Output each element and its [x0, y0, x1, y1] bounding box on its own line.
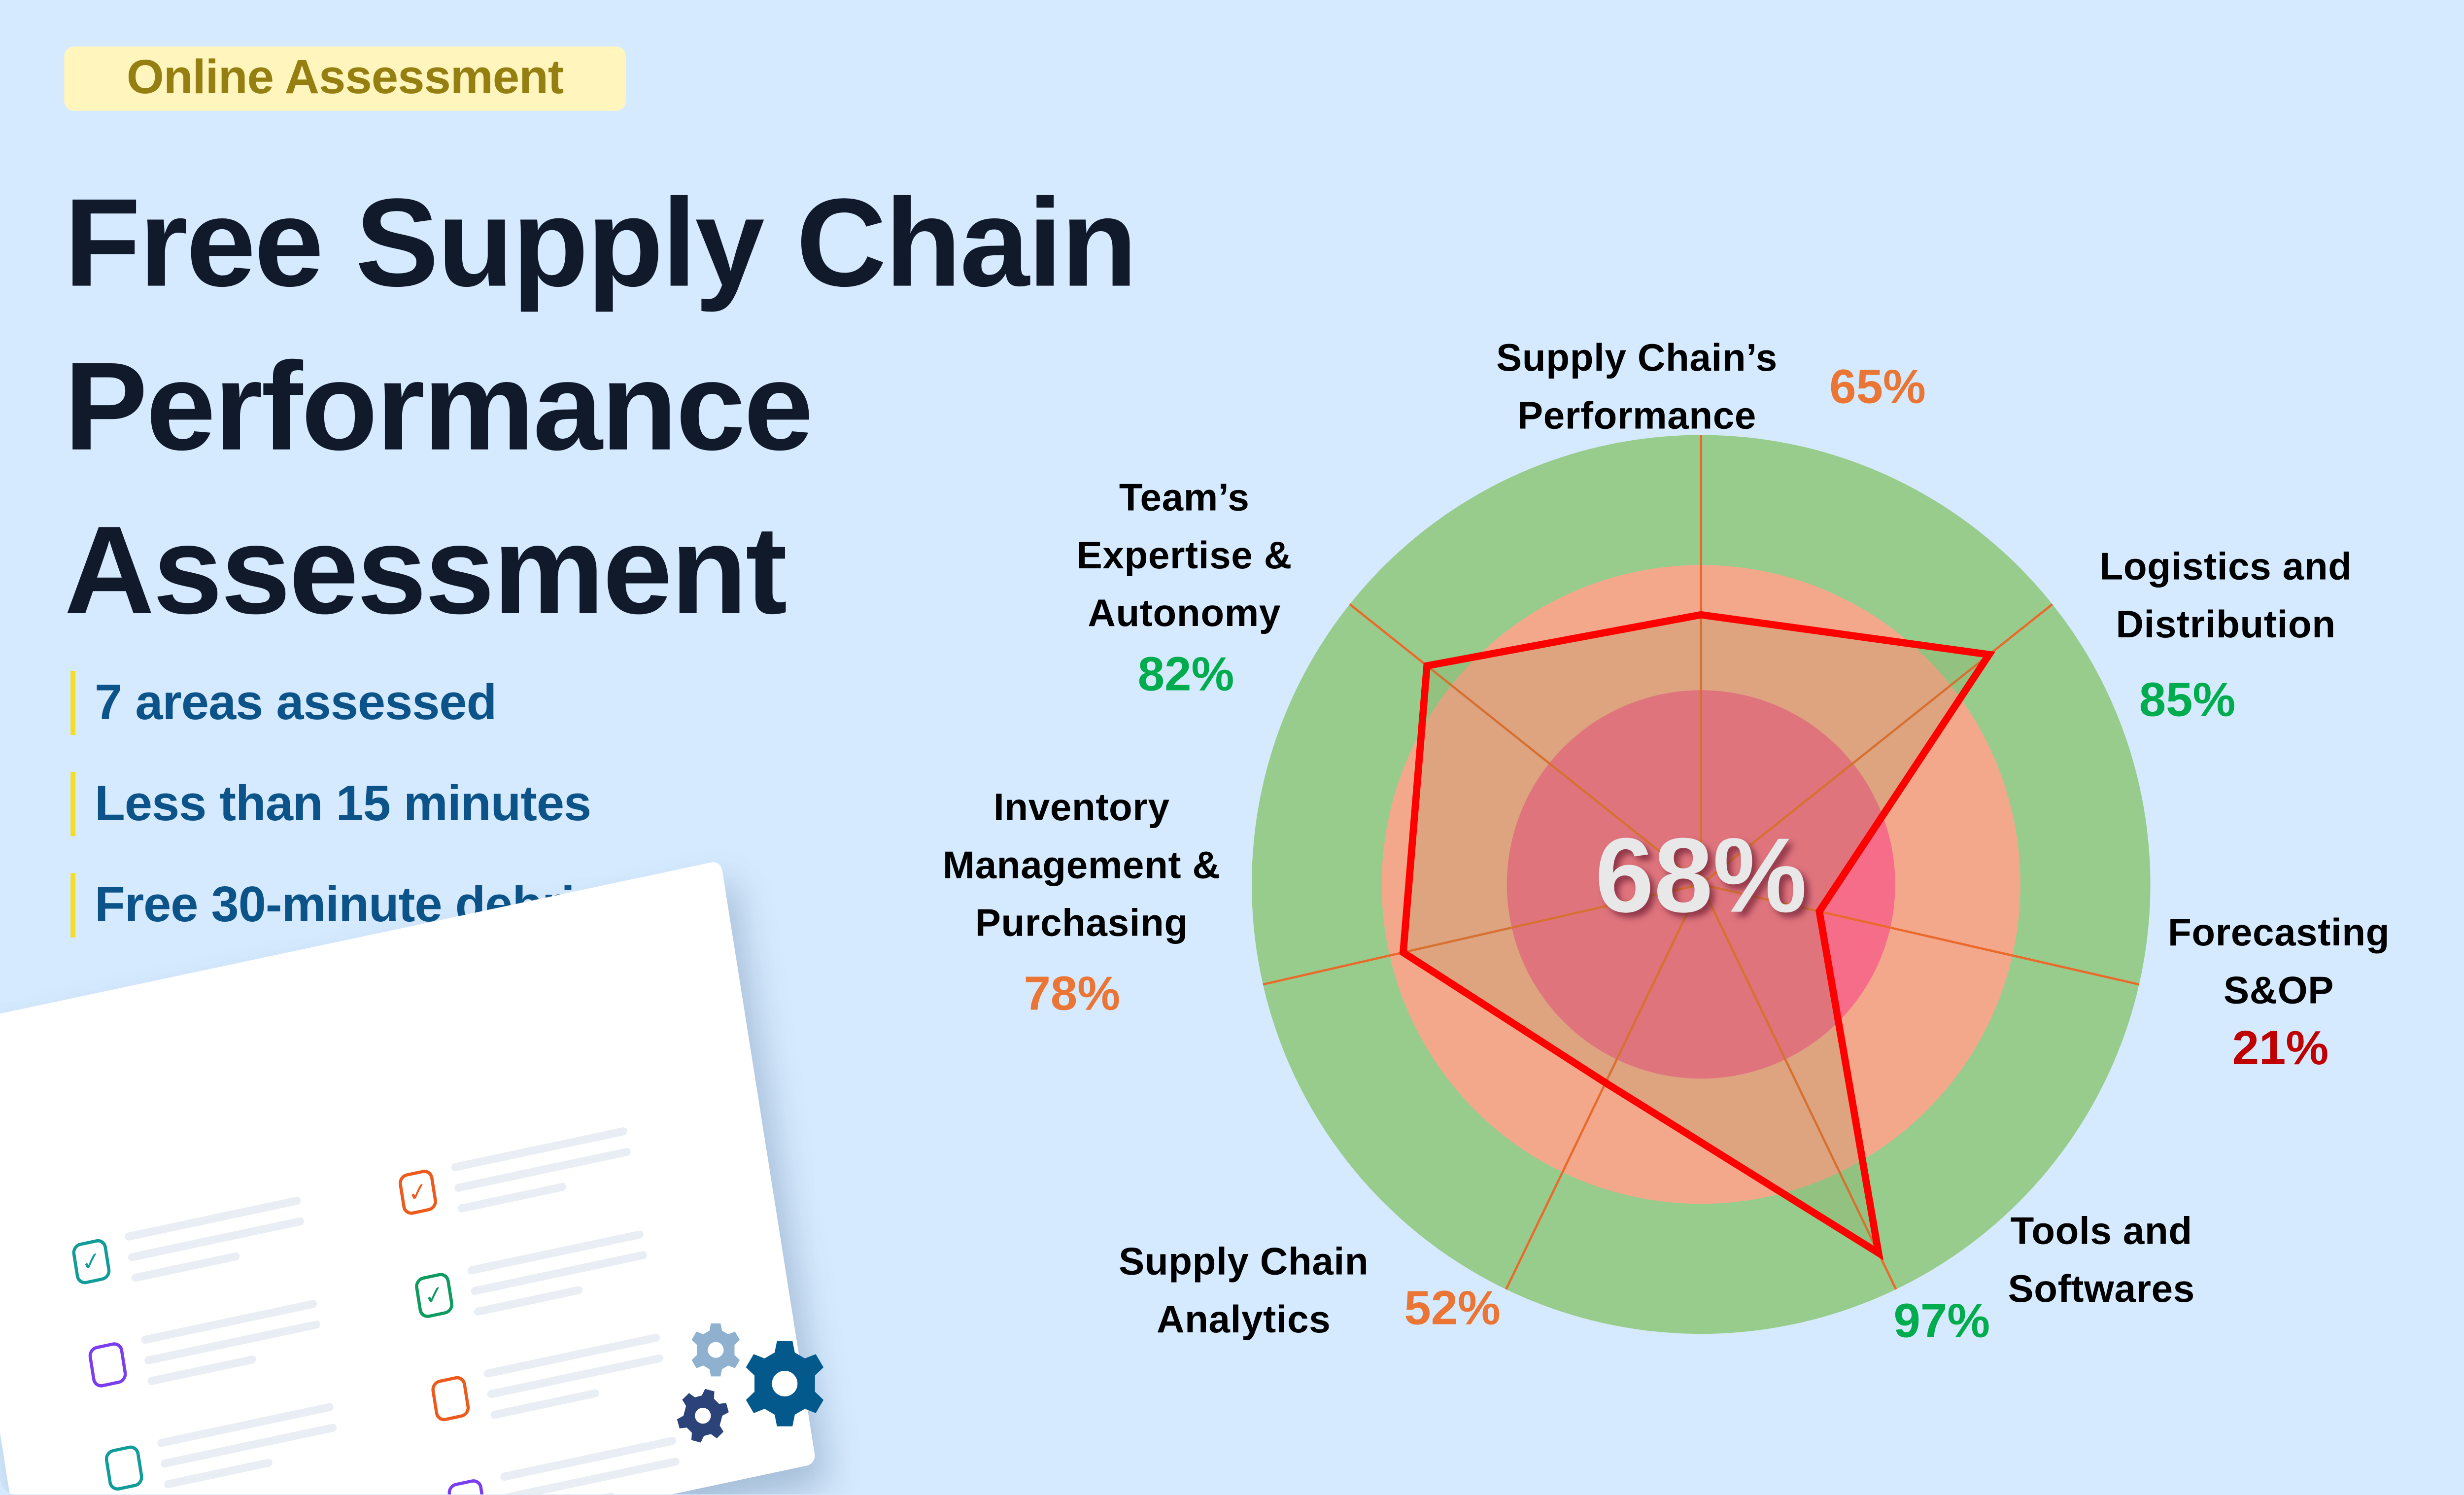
- title-line-2: Performance: [64, 335, 813, 477]
- gear-icon-large: [746, 1341, 824, 1426]
- axis-value-inventory: 78%: [1024, 968, 1121, 1021]
- axis-value-performance: 65%: [1829, 361, 1926, 415]
- title-line-1: Free Supply Chain: [64, 172, 1137, 313]
- axis-lines: [1263, 435, 2140, 1290]
- online-assessment-tag: Online Assessment: [64, 46, 626, 111]
- feature-areas: 7 areas assessed: [70, 671, 712, 735]
- gear-icon-small-light: [691, 1323, 740, 1377]
- axis-label-forecasting: Forecasting S&OP: [2167, 911, 2390, 1013]
- axis-line: [1349, 603, 1702, 886]
- page-title: Free Supply Chain Performance Assessment: [64, 161, 1137, 652]
- axis-label-tools: Tools and Softwares: [2008, 1210, 2195, 1312]
- gear-icon-small-dark: [677, 1389, 729, 1443]
- axis-label-team: Team’s Expertise & Autonomy: [1076, 477, 1292, 636]
- axis-line: [1700, 603, 2053, 886]
- axis-value-team: 82%: [1137, 648, 1234, 702]
- feature-duration: Less than 15 minutes: [70, 772, 712, 836]
- axis-line: [1701, 883, 2140, 986]
- axis-value-forecasting: 21%: [2232, 1022, 2329, 1076]
- axis-label-inventory: Inventory Management & Purchasing: [942, 786, 1221, 946]
- axis-line: [1263, 883, 1702, 986]
- axis-line: [1700, 884, 1897, 1290]
- title-line-3: Assessment: [64, 499, 787, 641]
- axis-line: [1505, 884, 1702, 1290]
- axis-label-performance: Supply Chain’s Performance: [1496, 337, 1778, 438]
- axis-label-analytics: Supply Chain Analytics: [1119, 1241, 1369, 1342]
- axis-value-analytics: 52%: [1404, 1282, 1501, 1336]
- overall-score: 68%: [1595, 815, 1807, 935]
- axis-value-tools: 97%: [1893, 1295, 1990, 1349]
- score-polygon: [1399, 611, 1995, 1260]
- axis-label-logistics: Logistics and Distribution: [2099, 546, 2352, 647]
- axis-value-logistics: 85%: [2139, 674, 2236, 728]
